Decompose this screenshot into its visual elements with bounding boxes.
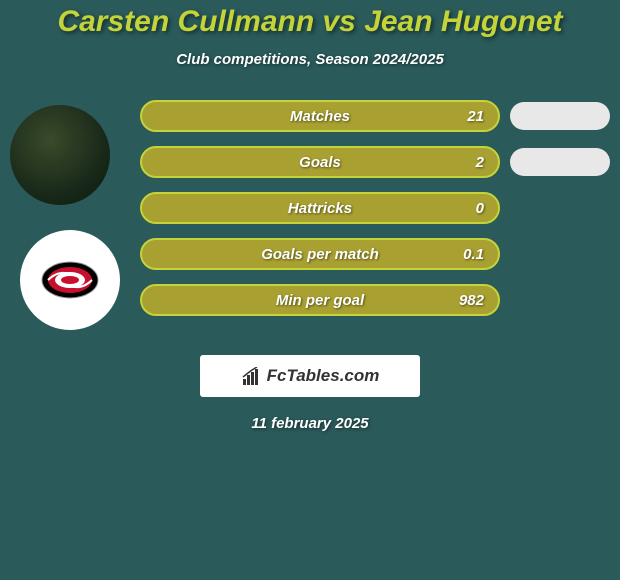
stat-pill: Goals per match 0.1 xyxy=(140,238,500,270)
stat-row: Goals 2 xyxy=(140,146,610,178)
stat-label: Hattricks xyxy=(288,200,352,217)
subtitle: Club competitions, Season 2024/2025 xyxy=(0,51,620,68)
stat-pill-right xyxy=(510,148,610,176)
stat-row: Goals per match 0.1 xyxy=(140,238,610,270)
stat-value: 0.1 xyxy=(463,246,484,263)
footer-logo: FcTables.com xyxy=(200,355,420,397)
avatars-column xyxy=(10,100,120,330)
content-row: Matches 21 Goals 2 Hattricks 0 xyxy=(0,100,620,330)
stat-value: 21 xyxy=(467,108,484,125)
footer-text: FcTables.com xyxy=(267,366,380,386)
stat-row: Hattricks 0 xyxy=(140,192,610,224)
stat-label: Goals xyxy=(299,154,341,171)
stat-row: Matches 21 xyxy=(140,100,610,132)
stat-label: Matches xyxy=(290,108,350,125)
stat-pill: Min per goal 982 xyxy=(140,284,500,316)
stat-pill: Matches 21 xyxy=(140,100,500,132)
stat-pill: Hattricks 0 xyxy=(140,192,500,224)
stat-value: 982 xyxy=(459,292,484,309)
stat-label: Min per goal xyxy=(276,292,364,309)
stats-column: Matches 21 Goals 2 Hattricks 0 xyxy=(140,100,610,316)
stat-row: Min per goal 982 xyxy=(140,284,610,316)
stat-value: 2 xyxy=(476,154,484,171)
stat-pill: Goals 2 xyxy=(140,146,500,178)
main-container: Carsten Cullmann vs Jean Hugonet Club co… xyxy=(0,0,620,580)
player1-avatar xyxy=(10,105,110,205)
page-title: Carsten Cullmann vs Jean Hugonet xyxy=(0,5,620,39)
team-logo-icon xyxy=(40,250,100,310)
player2-avatar xyxy=(20,230,120,330)
stat-value: 0 xyxy=(476,200,484,217)
date-text: 11 february 2025 xyxy=(0,415,620,432)
stat-label: Goals per match xyxy=(261,246,379,263)
stat-pill-right xyxy=(510,102,610,130)
chart-icon xyxy=(241,367,261,385)
